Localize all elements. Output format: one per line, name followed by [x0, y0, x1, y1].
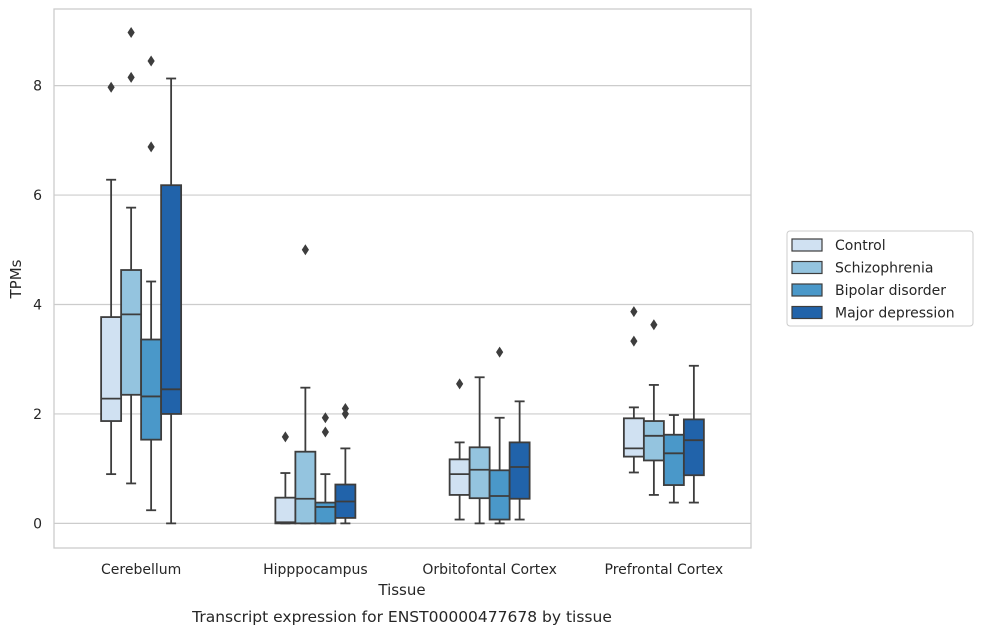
box-group — [508, 400, 531, 521]
outlier-point — [147, 141, 155, 153]
box — [508, 441, 531, 500]
box-group — [682, 364, 705, 504]
x-tick-label: Cerebellum — [101, 562, 181, 578]
box-group — [314, 412, 337, 525]
legend-swatch — [791, 238, 823, 252]
box-group — [294, 244, 317, 525]
outlier-point — [341, 402, 349, 414]
legend-swatch — [791, 305, 823, 320]
box — [160, 184, 183, 415]
plot-background — [54, 9, 751, 548]
outlier-point — [496, 346, 504, 358]
legend-frame — [786, 230, 974, 327]
box-group — [642, 319, 665, 496]
outlier-point — [147, 55, 155, 67]
box — [622, 417, 645, 458]
box — [488, 469, 511, 521]
box — [662, 433, 685, 486]
box — [100, 316, 123, 422]
box — [274, 496, 297, 525]
outlier-point — [107, 81, 115, 93]
box — [682, 418, 705, 477]
outlier-point — [321, 412, 329, 424]
x-axis-label: Tissue — [377, 581, 425, 599]
outlier-point — [321, 426, 329, 438]
y-tick-label: 2 — [33, 407, 42, 423]
x-tick-label: Prefrontal Cortex — [605, 562, 724, 578]
boxes-layer — [100, 27, 705, 525]
box-group — [488, 346, 511, 525]
box — [642, 420, 665, 462]
outlier-point — [281, 431, 289, 443]
plot-frame — [53, 8, 752, 549]
box — [314, 501, 337, 525]
legend-label: Control — [835, 238, 886, 254]
y-tick-label: 6 — [33, 188, 42, 204]
outlier-point — [650, 319, 658, 331]
chart-caption: Transcript expression for ENST0000047767… — [191, 608, 612, 626]
y-axis-label: TPMs — [7, 259, 25, 299]
box — [468, 446, 491, 500]
x-tick-label: Orbitofontal Cortex — [422, 562, 557, 578]
outlier-point — [127, 27, 135, 39]
box-group — [662, 414, 685, 504]
box — [140, 338, 163, 441]
outlier-point — [630, 306, 638, 318]
legend-label: Bipolar disorder — [835, 283, 946, 299]
outlier-point — [301, 244, 309, 256]
y-tick-labels: 0 2 4 6 8 — [33, 79, 42, 533]
y-tick-label: 4 — [33, 297, 42, 313]
legend-swatch — [791, 283, 823, 297]
y-tick-label: 0 — [33, 516, 42, 532]
box — [294, 450, 317, 525]
legend-label: Major depression — [835, 306, 955, 322]
box-group — [160, 77, 183, 525]
outlier-point — [127, 71, 135, 83]
box-group — [274, 431, 297, 525]
outlier-point — [456, 378, 464, 390]
box-group — [140, 55, 163, 512]
box-group — [120, 27, 143, 485]
legend-label: Schizophrenia — [835, 261, 933, 277]
x-tick-label: Hipppocampus — [263, 562, 368, 578]
legend: Control Schizophrenia Bipolar disorder Majo… — [786, 230, 974, 327]
box — [120, 269, 143, 396]
legend-swatch — [791, 260, 823, 275]
x-tick-labels: Cerebellum Hipppocampus Orbitofontal Corte… — [101, 562, 723, 578]
y-tick-label: 8 — [33, 79, 42, 95]
box — [448, 458, 471, 496]
outlier-point — [630, 335, 638, 347]
box-group — [468, 376, 491, 525]
box-group — [334, 402, 357, 525]
box-group — [448, 378, 471, 521]
